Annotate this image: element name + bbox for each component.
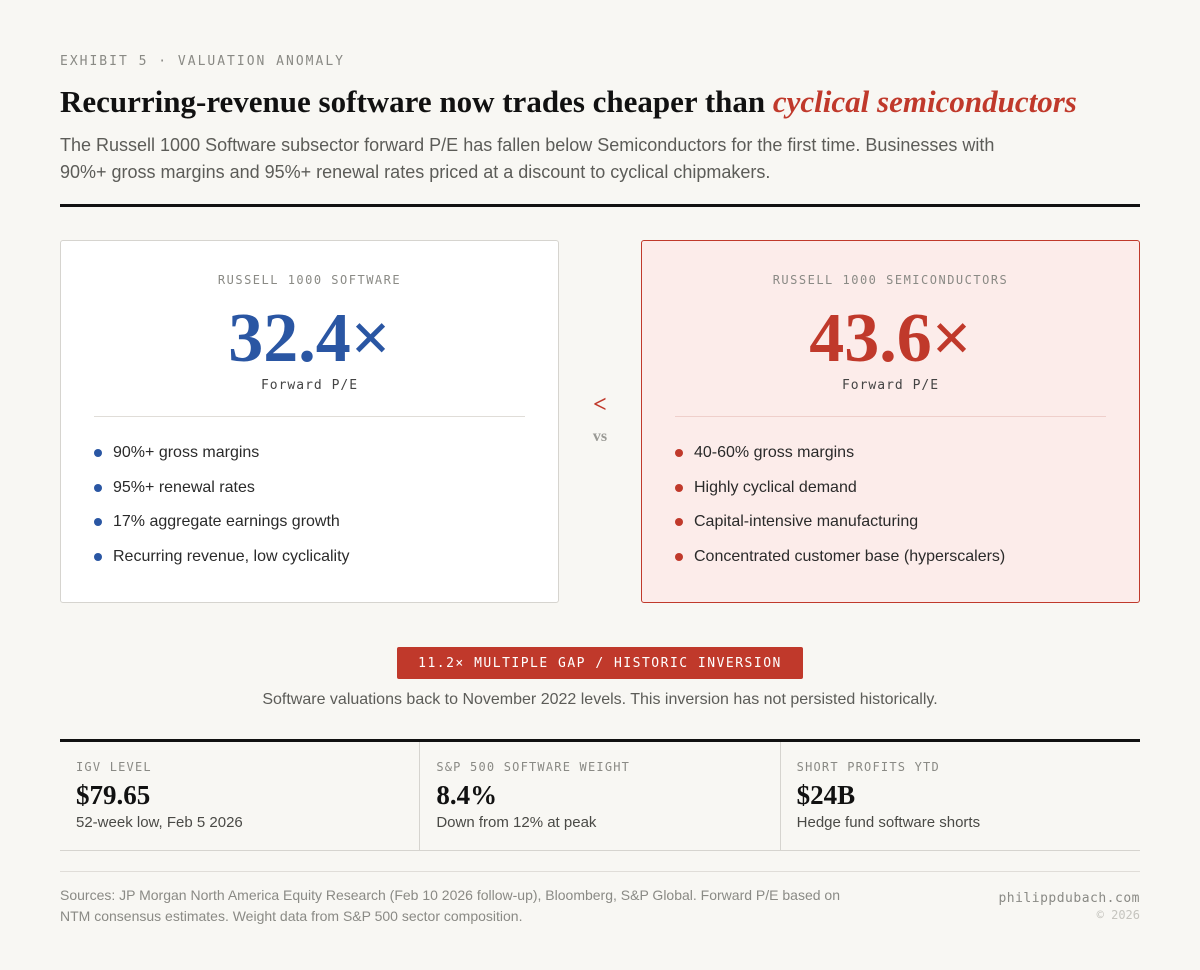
software-card: RUSSELL 1000 SOFTWARE 32.4× Forward P/E … (60, 240, 559, 603)
stat-software-weight: S&P 500 SOFTWARE WEIGHT 8.4% Down from 1… (420, 742, 781, 850)
semiconductors-card-divider (675, 416, 1106, 417)
semiconductors-bullet-list: 40-60% gross margins Highly cyclical dem… (675, 443, 1005, 581)
software-bullet-text: 95%+ renewal rates (113, 478, 255, 496)
semiconductors-bullet-text: Capital-intensive manufacturing (694, 513, 919, 530)
stats-rule (60, 739, 1140, 742)
software-bullet-text: Recurring revenue, low cyclicality (113, 547, 350, 565)
software-bullet-text: 17% aggregate earnings growth (113, 513, 340, 530)
headline-text: Recurring-revenue software now trades ch… (60, 84, 773, 119)
page-title: Recurring-revenue software now trades ch… (60, 84, 1077, 120)
semiconductors-pe-metric: Forward P/E (841, 378, 940, 393)
footer-rule (60, 871, 1140, 872)
stat-note: Hedge fund software shorts (796, 814, 981, 831)
software-card-label: RUSSELL 1000 SOFTWARE (217, 273, 402, 287)
stat-note: 52-week low, Feb 5 2026 (76, 814, 243, 831)
bullet-dot-icon (675, 518, 683, 526)
credit-block: philippdubach.com © 2026 (998, 891, 1140, 922)
stat-value: 8.4% (436, 780, 498, 810)
semiconductors-card: RUSSELL 1000 SEMICONDUCTORS 43.6× Forwar… (641, 240, 1140, 603)
stat-short-profits: SHORT PROFITS YTD $24B Hedge fund softwa… (781, 742, 1140, 850)
headline-accent: cyclical semiconductors (772, 84, 1077, 119)
less-than-symbol: < (593, 392, 607, 418)
semiconductors-card-label: RUSSELL 1000 SEMICONDUCTORS (772, 273, 1009, 287)
versus-label: vs (592, 428, 608, 445)
bullet-dot-icon (94, 518, 102, 526)
inversion-note: Software valuations back to November 202… (262, 691, 938, 708)
software-card-divider (94, 416, 525, 417)
software-bullet: Recurring revenue, low cyclicality (94, 547, 350, 582)
software-bullet: 90%+ gross margins (94, 443, 350, 478)
software-bullet: 95%+ renewal rates (94, 478, 350, 513)
bullet-dot-icon (94, 552, 102, 561)
stat-label: IGV LEVEL (76, 760, 152, 774)
semiconductors-bullet-text: Concentrated customer base (hyperscalers… (694, 547, 1006, 565)
stat-value: $79.65 (76, 780, 151, 810)
page-dek: The Russell 1000 Software subsector forw… (60, 135, 995, 182)
site-credit: philippdubach.com (998, 891, 1140, 906)
semiconductors-bullet: Concentrated customer base (hyperscalers… (675, 547, 1005, 582)
software-bullet: 17% aggregate earnings growth (94, 512, 350, 547)
semiconductors-pe-value: 43.6× (809, 300, 972, 377)
stats-row: IGV LEVEL $79.65 52-week low, Feb 5 2026… (60, 742, 1140, 851)
exhibit-eyebrow: EXHIBIT 5 · VALUATION ANOMALY (60, 54, 345, 69)
bullet-dot-icon (94, 483, 102, 492)
bullet-dot-icon (675, 483, 683, 492)
stat-note: Down from 12% at peak (436, 814, 597, 831)
multiple-gap-badge: 11.2× MULTIPLE GAP / HISTORIC INVERSION (397, 647, 803, 679)
stat-label: SHORT PROFITS YTD (796, 760, 940, 774)
bullet-dot-icon (675, 449, 683, 457)
stat-label: S&P 500 SOFTWARE WEIGHT (436, 760, 631, 774)
semiconductors-bullet: 40-60% gross margins (675, 443, 1005, 478)
stat-igv-level: IGV LEVEL $79.65 52-week low, Feb 5 2026 (60, 742, 421, 850)
bullet-dot-icon (94, 449, 102, 457)
bullet-dot-icon (675, 552, 683, 561)
software-bullet-list: 90%+ gross margins 95%+ renewal rates 17… (94, 443, 350, 581)
software-pe-metric: Forward P/E (260, 378, 359, 393)
semiconductors-bullet-text: Highly cyclical demand (694, 478, 857, 496)
semiconductors-bullet: Capital-intensive manufacturing (675, 512, 1005, 547)
software-pe-value: 32.4× (228, 300, 391, 377)
sources-note: Sources: JP Morgan North America Equity … (60, 887, 840, 924)
copyright: © 2026 (1096, 908, 1140, 922)
semiconductors-bullet-text: 40-60% gross margins (694, 444, 855, 461)
software-bullet-text: 90%+ gross margins (113, 444, 260, 461)
header-rule (60, 204, 1140, 207)
semiconductors-bullet: Highly cyclical demand (675, 478, 1005, 513)
stat-value: $24B (796, 780, 856, 810)
